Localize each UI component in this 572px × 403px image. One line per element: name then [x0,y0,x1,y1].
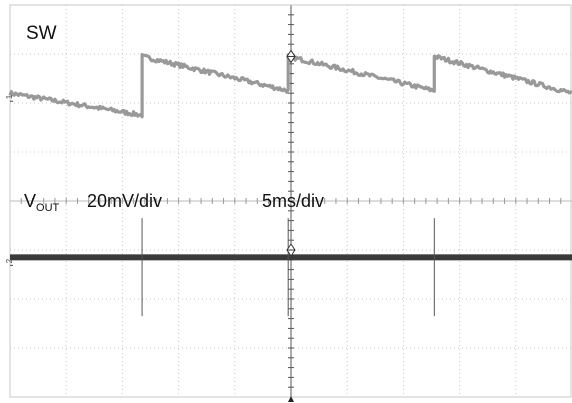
trigger-position-arrow [288,396,294,402]
grid [9,4,572,398]
channel-marker-1: 1 [5,94,14,99]
vout-label-main: V [24,191,37,211]
vout-trace [10,254,572,261]
time-scale-label: 5ms/div [262,191,325,211]
vertical-scale-label: 20mV/div [87,191,163,211]
markers: 12 [5,49,296,402]
vout-label-subscript: OUT [36,202,60,214]
sw-label: SW [26,23,57,44]
vout-label: VOUT [24,192,59,214]
channel-marker-2: 2 [5,258,14,263]
